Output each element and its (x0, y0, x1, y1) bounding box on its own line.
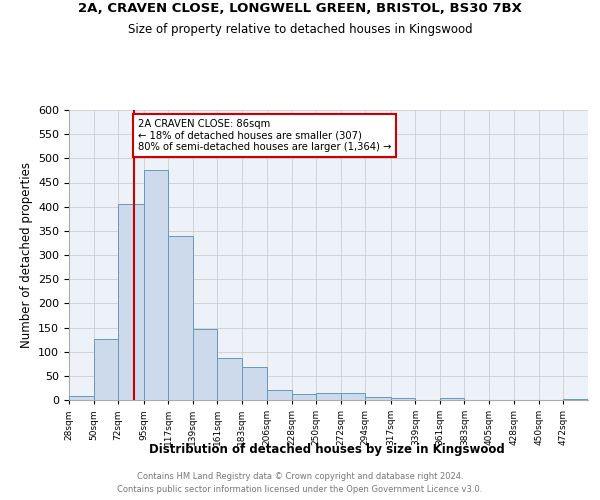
Bar (365, 397, 391, 400)
Bar (267, 390, 292, 400)
Bar (168, 236, 193, 400)
Bar (143, 170, 168, 400)
Text: Contains HM Land Registry data © Crown copyright and database right 2024.: Contains HM Land Registry data © Crown c… (137, 472, 463, 481)
Bar (193, 330, 217, 400)
Bar (391, 398, 415, 400)
Bar (69, 396, 94, 400)
Text: 2A CRAVEN CLOSE: 86sqm
← 18% of detached houses are smaller (307)
80% of semi-de: 2A CRAVEN CLOSE: 86sqm ← 18% of detached… (138, 118, 391, 152)
Bar (292, 394, 316, 400)
Text: 2A, CRAVEN CLOSE, LONGWELL GREEN, BRISTOL, BS30 7BX: 2A, CRAVEN CLOSE, LONGWELL GREEN, BRISTO… (78, 2, 522, 16)
Text: Distribution of detached houses by size in Kingswood: Distribution of detached houses by size … (149, 442, 505, 456)
Y-axis label: Number of detached properties: Number of detached properties (20, 162, 32, 348)
Bar (217, 358, 242, 400)
Bar (440, 398, 464, 400)
Bar (341, 393, 365, 400)
Bar (118, 204, 143, 400)
Bar (242, 367, 267, 400)
Bar (94, 338, 118, 400)
Bar (563, 398, 588, 400)
Text: Contains public sector information licensed under the Open Government Licence v3: Contains public sector information licen… (118, 485, 482, 494)
Text: Size of property relative to detached houses in Kingswood: Size of property relative to detached ho… (128, 22, 472, 36)
Bar (316, 393, 341, 400)
